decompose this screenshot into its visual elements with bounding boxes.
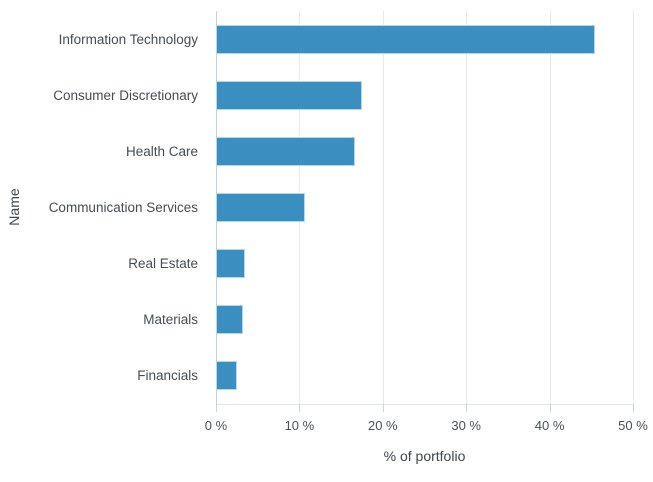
bar-row <box>216 348 633 404</box>
bar-row <box>216 179 633 235</box>
bar-row <box>216 292 633 348</box>
bar-information-technology[interactable] <box>216 24 596 54</box>
axis-tick <box>216 404 217 412</box>
category-row: Materials <box>0 292 207 348</box>
category-label: Financials <box>137 368 198 384</box>
x-tick-label: 40 % <box>534 418 565 433</box>
bar-financials[interactable] <box>216 361 237 391</box>
category-label: Health Care <box>125 143 198 159</box>
axis-tick <box>299 404 301 412</box>
category-row: Consumer Discretionary <box>0 67 207 123</box>
x-tick-label: 10 % <box>284 418 315 433</box>
gridline <box>633 11 634 404</box>
axis-tick <box>382 404 384 412</box>
category-row: Communication Services <box>0 179 207 235</box>
x-tick-label: 0 % <box>204 418 228 433</box>
gridline <box>549 11 551 404</box>
category-row: Real Estate <box>0 236 207 292</box>
bar-communication-services[interactable] <box>216 192 306 222</box>
category-row: Health Care <box>0 123 207 179</box>
bar-materials[interactable] <box>216 305 243 335</box>
axis-tick <box>466 404 468 412</box>
category-axis-labels: Information Technology Consumer Discretio… <box>0 11 207 404</box>
bar-row <box>216 236 633 292</box>
bar-health-care[interactable] <box>216 136 356 166</box>
category-label: Consumer Discretionary <box>53 87 198 103</box>
category-row: Financials <box>0 348 207 404</box>
bar-row <box>216 67 633 123</box>
category-label: Information Technology <box>58 31 198 47</box>
bar-row <box>216 11 633 67</box>
x-axis-title: % of portfolio <box>383 448 466 464</box>
category-label: Real Estate <box>128 256 198 272</box>
gridline <box>382 11 384 404</box>
x-tick-label: 50 % <box>618 418 648 433</box>
category-row: Information Technology <box>0 11 207 67</box>
x-tick-label: 20 % <box>367 418 398 433</box>
category-label: Materials <box>143 312 198 328</box>
axis-tick <box>549 404 551 412</box>
gridline <box>466 11 468 404</box>
plot-area <box>216 11 634 404</box>
bar-consumer-discretionary[interactable] <box>216 80 362 110</box>
bar-row <box>216 123 633 179</box>
bar-real-estate[interactable] <box>216 249 246 279</box>
axis-tick <box>633 404 634 412</box>
x-axis-line <box>216 404 633 405</box>
category-label: Communication Services <box>48 199 198 215</box>
x-tick-label: 30 % <box>451 418 481 433</box>
